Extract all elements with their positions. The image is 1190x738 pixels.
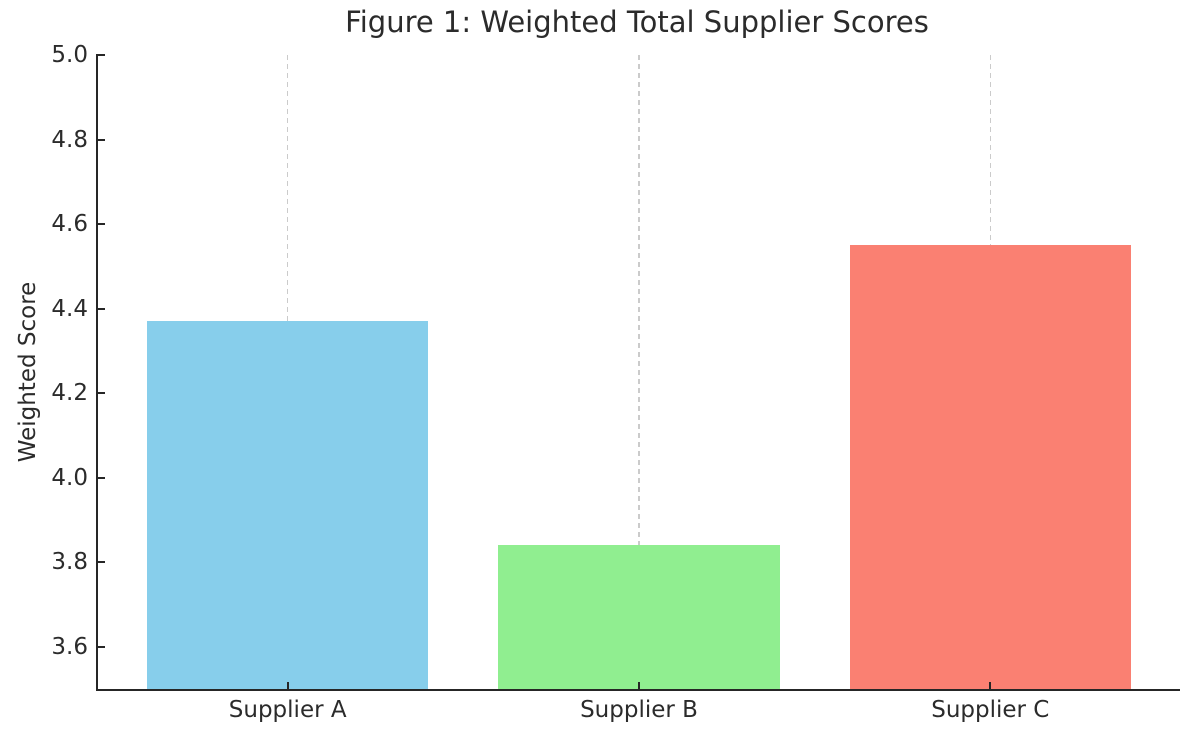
y-tick-mark: [96, 307, 105, 310]
x-tick-label-supplier-b: Supplier B: [580, 697, 698, 723]
y-tick-label: 4.4: [51, 295, 88, 322]
y-tick-label: 3.6: [51, 633, 88, 660]
y-tick-label: 3.8: [51, 549, 88, 576]
gridline-supplier-b: [638, 55, 640, 689]
x-tick-label-supplier-a: Supplier A: [228, 697, 347, 723]
y-tick-mark: [96, 476, 105, 479]
y-tick-label: 4.6: [51, 211, 88, 238]
bar-supplier-a: [147, 321, 429, 689]
bar-supplier-b: [498, 545, 780, 689]
y-tick-mark: [96, 54, 105, 56]
y-tick-mark: [96, 138, 105, 141]
x-tick-mark-supplier-c: [989, 682, 992, 691]
y-tick-label: 4.2: [51, 380, 88, 407]
x-tick-label-supplier-c: Supplier C: [931, 697, 1050, 723]
x-tick-mark-supplier-a: [286, 682, 289, 691]
bar-supplier-c: [849, 245, 1131, 689]
y-tick-mark: [96, 223, 105, 226]
y-tick-label: 5.0: [51, 42, 88, 68]
y-tick-label: 4.0: [51, 464, 88, 491]
chart-title: Figure 1: Weighted Total Supplier Scores: [345, 5, 929, 39]
y-tick-mark: [96, 392, 105, 395]
y-tick-mark: [96, 645, 105, 648]
plot-area: Supplier A Supplier B Supplier C 3.6 3.8 4.0 4…: [51, 42, 1180, 723]
y-tick-label: 4.8: [51, 126, 88, 153]
y-tick-mark: [96, 561, 105, 564]
x-tick-mark-supplier-b: [638, 682, 640, 691]
